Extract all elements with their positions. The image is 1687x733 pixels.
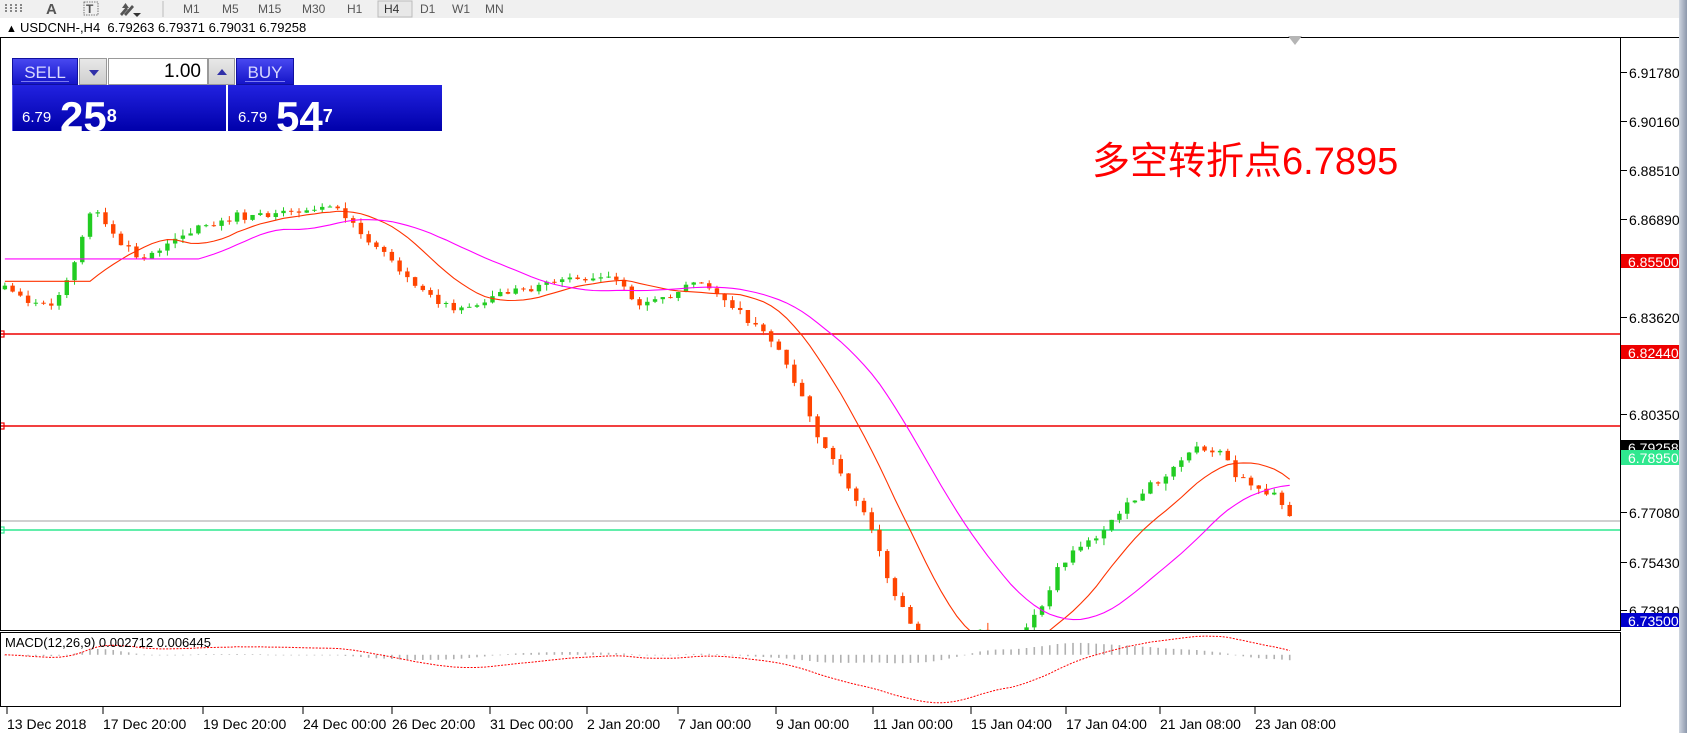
svg-text:21 Jan 08:00: 21 Jan 08:00 [1160,716,1241,732]
svg-text:17 Dec 20:00: 17 Dec 20:00 [103,716,186,732]
svg-text:T: T [86,2,94,16]
svg-text:19 Dec 20:00: 19 Dec 20:00 [203,716,286,732]
svg-text:26 Dec 20:00: 26 Dec 20:00 [392,716,475,732]
svg-text:多空转折点6.7895: 多空转折点6.7895 [1092,141,1398,183]
svg-text:9 Jan 00:00: 9 Jan 00:00 [776,716,849,732]
svg-text:23 Jan 08:00: 23 Jan 08:00 [1255,716,1336,732]
svg-text:H4: H4 [384,2,400,16]
svg-text:24 Dec 00:00: 24 Dec 00:00 [303,716,386,732]
svg-text:M5: M5 [222,2,239,16]
svg-text:2 Jan 20:00: 2 Jan 20:00 [587,716,660,732]
svg-text:MN: MN [485,2,504,16]
svg-text:M30: M30 [302,2,326,16]
svg-text:M15: M15 [258,2,282,16]
svg-text:11 Jan 00:00: 11 Jan 00:00 [873,716,953,732]
svg-text:13 Dec 2018: 13 Dec 2018 [7,716,87,732]
svg-text:7 Jan 00:00: 7 Jan 00:00 [678,716,751,732]
svg-text:H1: H1 [347,2,363,16]
svg-text:15 Jan 04:00: 15 Jan 04:00 [971,716,1052,732]
svg-text:A: A [46,1,57,18]
svg-text:M1: M1 [183,2,200,16]
svg-text:17 Jan 04:00: 17 Jan 04:00 [1066,716,1147,732]
svg-text:W1: W1 [452,2,470,16]
svg-text:D1: D1 [420,2,436,16]
svg-text:31 Dec 00:00: 31 Dec 00:00 [490,716,573,732]
